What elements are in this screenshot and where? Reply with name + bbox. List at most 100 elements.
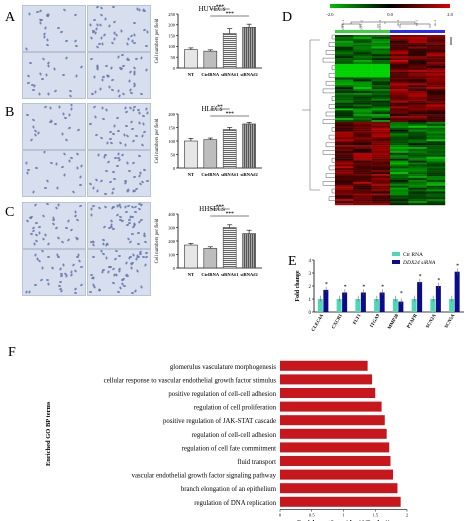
panel-label-a: A xyxy=(5,10,16,25)
panel-label-f: F xyxy=(8,345,16,360)
heatmap-cell xyxy=(390,100,409,103)
heatmap-cell xyxy=(353,102,372,105)
bar xyxy=(336,299,342,312)
micrograph-cell xyxy=(32,118,36,122)
heatmap-cell xyxy=(371,170,391,173)
heatmap-cell xyxy=(408,189,427,192)
heatmap-cell xyxy=(408,46,427,49)
micrograph-cell xyxy=(74,44,78,47)
heatmap-cell xyxy=(371,40,391,43)
micrograph-cell xyxy=(124,110,129,114)
heatmap-cell xyxy=(390,120,409,123)
micrograph-cell xyxy=(34,233,38,237)
micrograph-cell xyxy=(52,222,56,226)
heatmap-cell xyxy=(408,174,427,177)
micrograph-cell xyxy=(74,210,77,214)
heatmap-cell xyxy=(335,56,354,59)
micrograph-cell xyxy=(80,283,84,287)
micrograph-cell xyxy=(31,88,36,92)
heatmap-cell xyxy=(353,131,372,134)
micrograph-cell xyxy=(56,236,61,240)
bar xyxy=(374,299,380,312)
micrograph-cell xyxy=(26,81,30,84)
heatmap-cell xyxy=(426,58,446,61)
heatmap-cell xyxy=(335,177,354,181)
heatmap-cell xyxy=(426,170,446,173)
micrograph-cell xyxy=(99,6,104,10)
heatmap-cell xyxy=(390,36,409,40)
heatmap-cell xyxy=(426,92,446,96)
heatmap-cell xyxy=(390,52,409,55)
micrograph-cell xyxy=(131,139,136,143)
micrograph-cell xyxy=(54,225,58,230)
heatmap-cell xyxy=(390,137,409,140)
micrograph-cell xyxy=(124,260,129,265)
heatmap-cell xyxy=(335,195,354,198)
x-tick-label: CtrlRNA xyxy=(201,172,219,177)
heatmap-cell xyxy=(390,79,409,82)
micrograph-cell xyxy=(120,218,125,223)
heatmap-cell xyxy=(353,110,372,113)
micrograph-cell xyxy=(91,256,95,259)
significance-mark: * xyxy=(381,285,384,291)
heatmap-cell xyxy=(371,87,391,90)
heatmap-cell xyxy=(371,181,391,184)
micrograph-cell xyxy=(128,79,132,83)
heatmap-cell xyxy=(390,71,409,74)
column-label: NTC-2 xyxy=(360,20,364,30)
heatmap-cell xyxy=(353,60,372,63)
micrograph-cell xyxy=(75,74,78,78)
heatmap-cell xyxy=(390,139,409,142)
heatmap-cell xyxy=(426,60,446,63)
heatmap-cell xyxy=(408,38,427,41)
heatmap-cell xyxy=(390,191,409,194)
micrograph-cell xyxy=(100,136,104,140)
micrograph-cell xyxy=(102,225,107,229)
heatmap-cell xyxy=(371,54,391,57)
heatmap-cell xyxy=(426,164,446,167)
row-dendrogram xyxy=(302,34,335,201)
heatmap-cell xyxy=(408,36,427,40)
heatmap-cell xyxy=(371,152,391,155)
heatmap-cell xyxy=(371,129,391,132)
heatmap-cell xyxy=(390,156,409,159)
heatmap-cell xyxy=(390,133,409,136)
heatmap-cell xyxy=(408,156,427,159)
bar xyxy=(411,299,417,312)
bar-chart-f: Enriched GO BP terms glomerulus vasculatu… xyxy=(45,360,408,521)
colorbar-mid-label: 0.0 xyxy=(387,12,393,17)
category-label: regulation of cell-cell adhesion xyxy=(192,432,277,439)
micrograph-cell xyxy=(112,37,116,41)
micrograph-cell xyxy=(50,119,54,124)
heatmap-cell xyxy=(353,100,372,103)
row-marker xyxy=(450,37,452,45)
micrograph-cell xyxy=(111,281,116,285)
group-bar-knockdown xyxy=(390,30,445,33)
heatmap-cell xyxy=(426,172,446,175)
heatmap-cell xyxy=(426,98,446,101)
micrograph-cell xyxy=(118,66,123,70)
micrograph-cell xyxy=(111,78,115,82)
heatmap-cell xyxy=(426,181,446,184)
heatmap-cell xyxy=(371,179,391,183)
heatmap-cell xyxy=(335,166,354,169)
micrograph-cell xyxy=(75,218,80,222)
micrograph-cell xyxy=(78,175,82,180)
heatmap-cell xyxy=(426,106,446,109)
micrograph-cell xyxy=(45,43,50,47)
heatmap-cell xyxy=(335,85,354,88)
heatmap-cell xyxy=(335,193,354,196)
bar xyxy=(398,301,404,312)
heatmap-cell xyxy=(390,96,409,99)
legend-swatch xyxy=(392,260,400,264)
heatmap-cell xyxy=(390,193,409,196)
y-tick-label: 0 xyxy=(173,66,176,71)
micrograph-cell xyxy=(111,266,116,271)
heatmap-cell xyxy=(335,87,354,90)
heatmap-cell xyxy=(353,106,372,109)
heatmap-cell xyxy=(353,42,372,45)
heatmap-cell xyxy=(390,102,409,105)
heatmap-cell xyxy=(335,48,354,51)
significance-label: *** xyxy=(216,204,225,210)
micrograph-cell xyxy=(73,287,77,291)
